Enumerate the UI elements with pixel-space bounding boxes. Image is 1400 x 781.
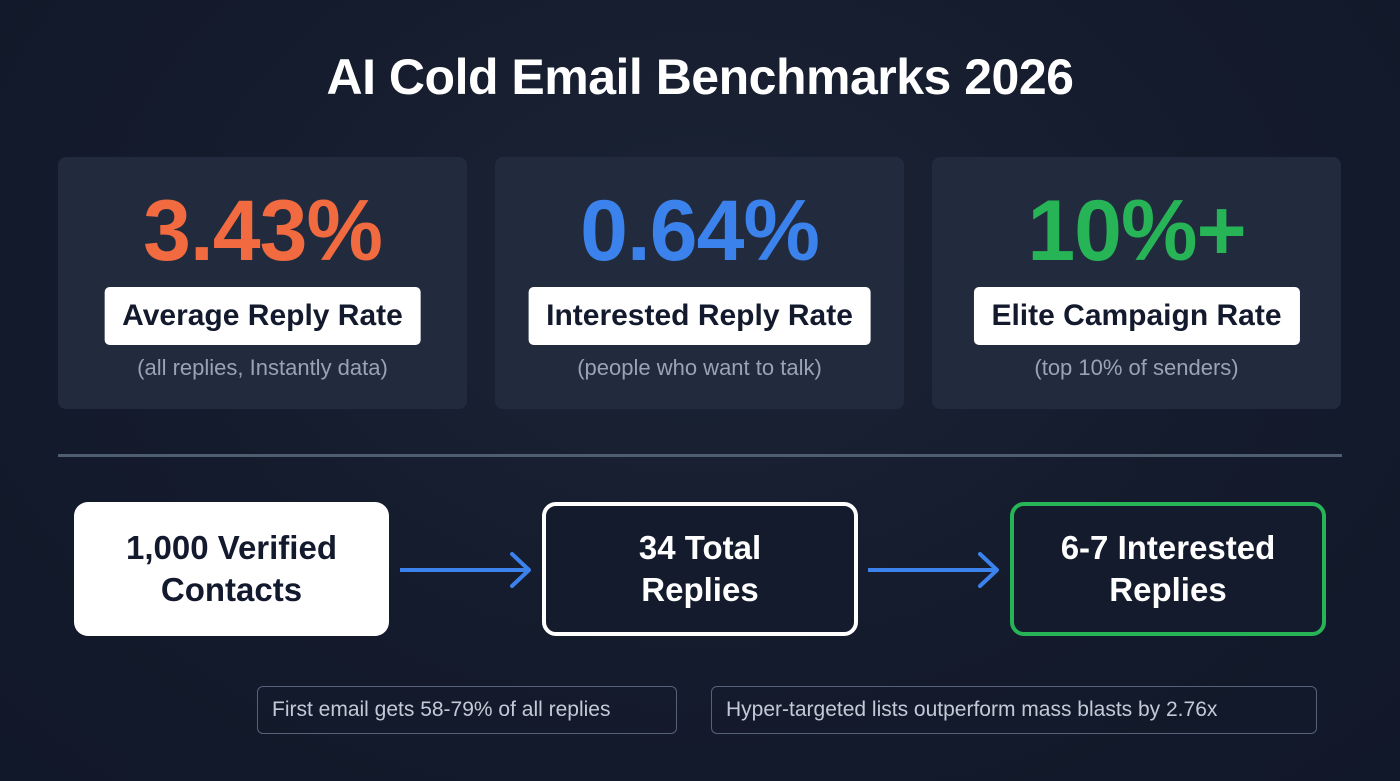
stat-subtitle: (people who want to talk) [577, 355, 822, 380]
arrow-right-icon [868, 552, 999, 588]
stat-label: Interested Reply Rate [528, 287, 871, 345]
flow-step-line1: 1,000 Verified [126, 529, 337, 566]
flow-step-line2: Replies [1109, 571, 1227, 608]
flow-step-interested-replies: 6-7 Interested Replies [1010, 502, 1326, 636]
stat-card-average-reply: 3.43% Average Reply Rate (all replies, I… [58, 157, 467, 409]
stat-card-interested-reply: 0.64% Interested Reply Rate (people who … [495, 157, 904, 409]
stat-card-elite-campaign: 10%+ Elite Campaign Rate (top 10% of sen… [932, 157, 1341, 409]
note-first-email: First email gets 58-79% of all replies [257, 686, 677, 734]
flow-step-contacts: 1,000 Verified Contacts [74, 502, 389, 636]
flow-step-line1: 34 Total [638, 529, 762, 566]
arrow-right-icon [400, 552, 531, 588]
flow-step-total-replies: 34 Total Replies [542, 502, 858, 636]
stat-subtitle: (top 10% of senders) [1034, 355, 1239, 380]
section-divider [58, 454, 1342, 457]
flow-step-line1: 6-7 Interested [1060, 529, 1276, 566]
stat-label: Average Reply Rate [104, 287, 421, 345]
stat-value: 10%+ [1027, 183, 1246, 279]
stat-value: 0.64% [580, 183, 820, 279]
flow-step-line2: Contacts [160, 571, 303, 608]
stat-value: 3.43% [143, 183, 383, 279]
stat-label: Elite Campaign Rate [973, 287, 1300, 345]
stat-subtitle: (all replies, Instantly data) [137, 355, 388, 380]
flow-step-line2: Replies [641, 571, 759, 608]
page-title: AI Cold Email Benchmarks 2026 [326, 49, 1074, 105]
note-hyper-targeted: Hyper-targeted lists outperform mass bla… [711, 686, 1317, 734]
